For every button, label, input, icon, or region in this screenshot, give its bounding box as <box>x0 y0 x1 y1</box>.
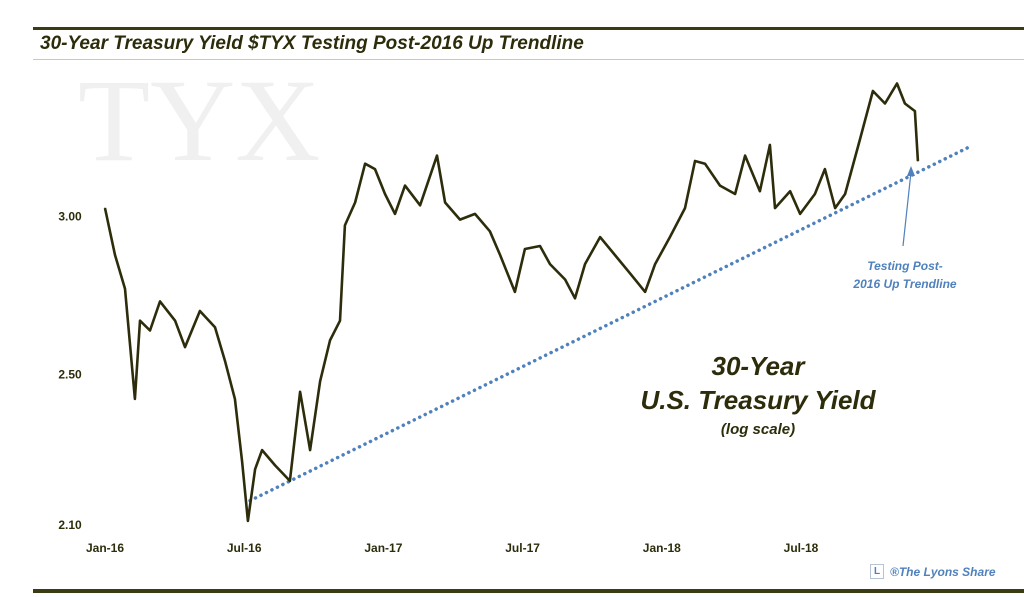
data-point <box>419 204 421 206</box>
data-point <box>344 224 346 227</box>
data-point <box>234 398 236 400</box>
data-point <box>524 248 526 250</box>
data-point <box>254 468 256 470</box>
data-point <box>364 163 366 165</box>
data-point <box>289 480 291 482</box>
title-underline <box>33 59 1024 60</box>
data-point <box>917 160 919 162</box>
y-tick-label: 2.50 <box>58 367 82 381</box>
data-point <box>124 288 126 290</box>
data-point <box>134 398 136 400</box>
data-point <box>789 190 791 192</box>
data-point <box>896 82 898 85</box>
trendline <box>248 145 970 503</box>
arrowhead-icon <box>907 166 915 176</box>
data-point <box>549 263 551 265</box>
data-point <box>844 193 846 195</box>
data-point <box>174 320 176 322</box>
data-point <box>309 449 311 451</box>
credit: L ®The Lyons Share <box>870 564 996 579</box>
trend-note-2: 2016 Up Trendline <box>852 277 956 291</box>
x-tick-label: Jul-16 <box>227 541 262 555</box>
data-point <box>769 144 771 146</box>
data-point <box>354 201 356 204</box>
data-point <box>139 320 141 322</box>
label-line-2: U.S. Treasury Yield <box>640 385 876 415</box>
data-point <box>629 272 631 274</box>
trend-note-1: Testing Post- <box>867 259 943 273</box>
data-point <box>489 230 491 232</box>
data-point <box>774 207 776 209</box>
data-point <box>824 168 826 170</box>
chart-title: 30-Year Treasury Yield $TYX Testing Post… <box>40 33 584 54</box>
data-point <box>214 326 216 328</box>
lyons-logo-icon: L <box>870 564 884 579</box>
data-point <box>329 339 331 342</box>
data-point <box>436 154 438 157</box>
x-tick-label: Jan-17 <box>364 541 402 555</box>
data-point <box>514 291 516 293</box>
data-point <box>224 359 226 362</box>
data-point <box>872 90 874 92</box>
x-tick-label: Jan-18 <box>643 541 681 555</box>
data-point <box>744 154 746 157</box>
data-point <box>384 193 386 195</box>
x-tick-label: Jul-18 <box>784 541 819 555</box>
data-point <box>694 160 696 162</box>
y-tick-label: 3.00 <box>58 210 82 224</box>
y-tick-label: 2.10 <box>58 518 82 532</box>
data-point <box>584 263 586 265</box>
data-point <box>574 297 576 299</box>
data-point <box>654 263 656 265</box>
data-point <box>834 207 836 209</box>
data-point <box>799 213 801 215</box>
data-point <box>669 236 671 238</box>
data-point <box>704 163 706 165</box>
data-point <box>261 449 263 451</box>
top-rule <box>33 27 1024 30</box>
data-point <box>274 464 276 466</box>
data-point <box>884 102 886 105</box>
data-point <box>104 207 106 209</box>
watermark: TYX <box>78 55 321 186</box>
data-point <box>914 110 916 112</box>
data-point <box>474 213 476 215</box>
data-point <box>184 346 186 348</box>
data-point <box>299 391 301 393</box>
x-tick-label: Jul-17 <box>505 541 540 555</box>
data-point <box>564 278 566 281</box>
data-point <box>684 207 686 209</box>
data-point <box>759 190 761 192</box>
bottom-rule <box>33 589 1024 593</box>
data-point <box>499 254 501 256</box>
data-point <box>159 300 161 303</box>
data-point <box>241 460 243 463</box>
data-point <box>719 185 721 187</box>
data-point <box>904 102 906 105</box>
data-point <box>394 213 396 215</box>
credit-text: ®The Lyons Share <box>890 564 996 579</box>
data-point <box>734 193 736 195</box>
data-point <box>404 185 406 187</box>
x-tick-label: Jan-16 <box>86 541 124 555</box>
data-point <box>614 254 616 256</box>
annotation-arrow <box>902 171 912 247</box>
data-point <box>444 201 446 204</box>
data-point <box>459 219 461 221</box>
data-point <box>644 291 646 293</box>
data-point <box>247 520 249 522</box>
data-point <box>319 380 321 382</box>
scale-note: (log scale) <box>721 421 795 438</box>
data-point <box>539 245 541 247</box>
data-point <box>859 139 861 141</box>
data-point <box>599 236 601 238</box>
data-point <box>149 329 151 332</box>
data-point <box>814 193 816 195</box>
data-point <box>374 168 376 170</box>
data-point <box>114 254 116 256</box>
data-point <box>199 310 201 312</box>
label-line-1: 30-Year <box>712 351 807 381</box>
data-point <box>339 320 341 322</box>
